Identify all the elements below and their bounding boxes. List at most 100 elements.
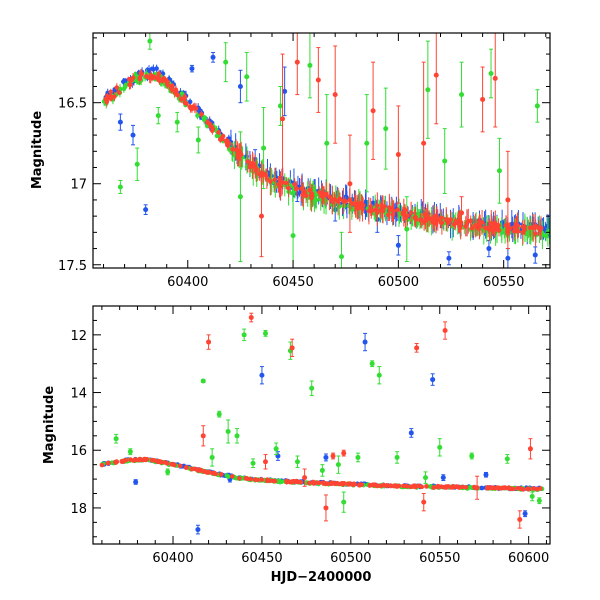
bottom-data-point (183, 465, 189, 470)
top-data-point (446, 220, 451, 225)
top-data-point (329, 197, 335, 203)
bottom-data-point (271, 478, 276, 484)
bottom-x-tick-label: 60550 (419, 551, 460, 566)
top-outlier-point (480, 96, 486, 102)
top-outlier-point (261, 145, 267, 151)
top-data-point (408, 210, 414, 216)
bottom-outlier-point (234, 433, 240, 439)
top-outlier-point (505, 255, 511, 261)
bottom-data-point (105, 460, 111, 466)
top-data-point (139, 71, 145, 77)
bottom-outlier-point (421, 499, 427, 505)
bottom-data-point (243, 476, 249, 481)
top-data-point (390, 212, 396, 217)
top-data-point (224, 138, 229, 143)
bottom-outlier-point (165, 469, 171, 475)
bottom-data-point (136, 457, 142, 463)
top-data-point (238, 152, 244, 157)
top-outlier-point (280, 116, 286, 122)
top-data-point (108, 94, 113, 99)
bottom-x-axis-title: HJD−2400000 (271, 570, 372, 585)
bottom-series-1 (100, 332, 543, 535)
bottom-data-point (367, 482, 373, 488)
top-data-point (520, 230, 526, 235)
bottom-outlier-point (376, 372, 382, 378)
top-x-tick-label: 60450 (272, 275, 313, 290)
top-data-point (226, 142, 231, 147)
bottom-y-tick-label: 18 (70, 502, 87, 517)
bottom-data-point (298, 479, 304, 485)
top-data-point (220, 133, 226, 139)
top-data-point (252, 164, 258, 169)
bottom-data-point (424, 484, 429, 489)
top-data-point (456, 219, 461, 224)
bottom-outlier-point (319, 467, 325, 473)
top-data-point (210, 126, 216, 131)
bottom-data-point (378, 483, 384, 489)
top-data-point (276, 182, 281, 187)
top-data-point (387, 205, 392, 210)
bottom-outlier-point (133, 479, 139, 485)
top-data-point (366, 208, 372, 214)
top-outlier-point (174, 119, 180, 125)
bottom-data-point (401, 483, 406, 489)
bottom-outlier-point (536, 498, 542, 504)
bottom-data-point (310, 479, 316, 485)
top-outlier-point (244, 74, 250, 80)
bottom-outlier-point (250, 460, 256, 466)
top-data-point (538, 225, 544, 231)
top-outlier-point (258, 213, 264, 219)
top-outlier-point (364, 140, 370, 146)
bottom-data-point (419, 484, 425, 490)
bottom-outlier-point (369, 361, 375, 367)
bottom-data-point (334, 480, 340, 486)
top-data-point (104, 96, 110, 101)
bottom-data-point (375, 483, 380, 489)
bottom-data-point (225, 474, 231, 479)
top-data-point (164, 79, 170, 85)
bottom-outlier-point (469, 453, 475, 459)
top-data-point (458, 223, 464, 228)
top-x-tick-labels: 60400 60450 60500 60550 (167, 275, 524, 290)
bottom-x-tick-label: 60450 (241, 551, 282, 566)
bottom-data-point (384, 483, 389, 488)
top-data-point (259, 171, 264, 176)
top-data-point (401, 210, 407, 215)
bottom-data-point (212, 470, 217, 476)
top-data-point (206, 121, 212, 126)
top-data-point (283, 180, 289, 186)
top-outlier-point (155, 113, 161, 119)
bottom-outlier-point (302, 475, 308, 481)
top-data-point (323, 191, 329, 197)
bottom-data-point (489, 485, 495, 490)
top-data-point (438, 220, 444, 226)
bottom-data-point (503, 485, 509, 491)
bottom-outlier-point (113, 436, 119, 442)
bottom-data-point (388, 483, 394, 489)
top-data-point (349, 207, 355, 212)
bottom-data-point (177, 463, 183, 469)
top-outlier-point (339, 254, 345, 260)
top-data-point (380, 208, 386, 213)
bottom-data-point (394, 484, 400, 489)
bottom-outlier-point (206, 339, 212, 345)
top-data-point (423, 218, 428, 223)
top-data-point (187, 99, 193, 105)
top-outlier-point (383, 126, 389, 132)
top-outlier-point (347, 181, 353, 187)
bottom-outlier-point (341, 450, 347, 456)
bottom-outlier-point (259, 372, 265, 378)
top-outlier-point (532, 252, 538, 258)
bottom-data-point (525, 486, 531, 491)
top-data-point (493, 225, 499, 231)
bottom-data-point (144, 456, 150, 462)
bottom-plot-frame (92, 305, 551, 545)
top-data-point (543, 233, 549, 239)
bottom-data-point (347, 481, 353, 487)
top-x-tick-label: 60550 (483, 275, 524, 290)
bottom-data-point (196, 467, 202, 472)
top-data-point (418, 218, 424, 223)
top-data-point (405, 213, 410, 219)
top-outlier-point (459, 92, 465, 98)
top-panel: 60400 60450 60500 60550 16.5 17 17.5 Mag… (30, 32, 551, 290)
